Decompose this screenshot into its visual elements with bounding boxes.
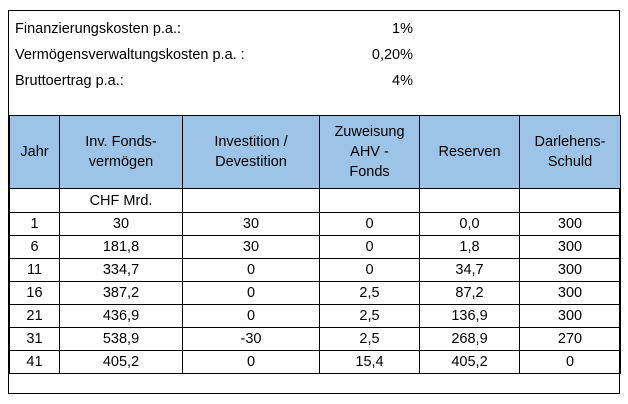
table-cell: 0,0 — [419, 212, 520, 236]
table-cell: 0 — [182, 258, 320, 282]
table-cell — [9, 188, 60, 213]
table-cell: 0 — [319, 235, 420, 259]
param-value: 1% — [392, 21, 413, 37]
table-cell: 268,9 — [419, 327, 520, 351]
table-cell: 41 — [9, 350, 60, 374]
table-cell: 31 — [9, 327, 60, 351]
header-loan-debt: Darlehens- Schuld — [519, 115, 621, 189]
table-row: 11 334,7 0 0 34,7 300 — [9, 258, 621, 282]
param-row-financing: Finanzierungskosten p.a.: 1% — [9, 17, 619, 43]
table-row: 21 436,9 0 2,5 136,9 300 — [9, 304, 621, 328]
table-cell — [419, 188, 520, 213]
table-cell: 2,5 — [319, 281, 420, 305]
unit-cell: CHF Mrd. — [59, 188, 183, 213]
spreadsheet-sheet: Finanzierungskosten p.a.: 1% Vermögensve… — [8, 10, 621, 394]
table-cell: 21 — [9, 304, 60, 328]
table-cell: 2,5 — [319, 327, 420, 351]
table-cell: 300 — [519, 235, 621, 259]
table-cell — [182, 188, 320, 213]
table-cell: 538,9 — [59, 327, 183, 351]
table-cell: 11 — [9, 258, 60, 282]
table-cell: 405,2 — [419, 350, 520, 374]
param-value: 4% — [392, 73, 413, 89]
table-cell: 16 — [9, 281, 60, 305]
table-cell: 30 — [182, 212, 320, 236]
table-cell: 0 — [319, 212, 420, 236]
table-row: 31 538,9 -30 2,5 268,9 270 — [9, 327, 621, 351]
table-cell: 0 — [519, 350, 621, 374]
table-cell — [319, 188, 420, 213]
param-label: Vermögensverwaltungskosten p.a. : — [15, 47, 245, 63]
table-cell: 300 — [519, 281, 621, 305]
param-label: Finanzierungskosten p.a.: — [15, 21, 182, 37]
table-cell: 436,9 — [59, 304, 183, 328]
table-cell: 1,8 — [419, 235, 520, 259]
table-row: 1 30 30 0 0,0 300 — [9, 212, 621, 236]
table-cell: 87,2 — [419, 281, 520, 305]
table-row: 6 181,8 30 0 1,8 300 — [9, 235, 621, 259]
table-cell: 387,2 — [59, 281, 183, 305]
table-cell: 300 — [519, 258, 621, 282]
header-fund-assets: Inv. Fonds- vermögen — [59, 115, 183, 189]
table-row: 16 387,2 0 2,5 87,2 300 — [9, 281, 621, 305]
table-cell: 30 — [182, 235, 320, 259]
table-cell: 136,9 — [419, 304, 520, 328]
param-value: 0,20% — [371, 47, 413, 63]
header-investment: Investition / Devestition — [182, 115, 320, 189]
table-cell: -30 — [182, 327, 320, 351]
table-cell: 0 — [319, 258, 420, 282]
param-row-gross-yield: Bruttoertrag p.a.: 4% — [9, 69, 619, 95]
header-year: Jahr — [9, 115, 60, 189]
parameter-block: Finanzierungskosten p.a.: 1% Vermögensve… — [9, 11, 619, 115]
table-cell: 6 — [9, 235, 60, 259]
table-row: 41 405,2 0 15,4 405,2 0 — [9, 350, 621, 374]
table-cell: 300 — [519, 212, 621, 236]
table-cell: 2,5 — [319, 304, 420, 328]
table-cell: 270 — [519, 327, 621, 351]
header-row: Jahr Inv. Fonds- vermögen Investition / … — [9, 115, 621, 189]
param-label: Bruttoertrag p.a.: — [15, 73, 124, 89]
table-cell: 300 — [519, 304, 621, 328]
unit-row: CHF Mrd. — [9, 188, 621, 213]
fund-projection-table: Jahr Inv. Fonds- vermögen Investition / … — [9, 115, 621, 374]
header-reserves: Reserven — [419, 115, 520, 189]
table-cell: 34,7 — [419, 258, 520, 282]
table-cell: 0 — [182, 304, 320, 328]
table-cell: 0 — [182, 281, 320, 305]
table-cell — [519, 188, 621, 213]
param-row-asset-management: Vermögensverwaltungskosten p.a. : 0,20% — [9, 43, 619, 69]
table-cell: 15,4 — [319, 350, 420, 374]
table-cell: 0 — [182, 350, 320, 374]
table-cell: 405,2 — [59, 350, 183, 374]
table-cell: 334,7 — [59, 258, 183, 282]
header-allocation: Zuweisung AHV - Fonds — [319, 115, 420, 189]
table-cell: 1 — [9, 212, 60, 236]
table-cell: 181,8 — [59, 235, 183, 259]
table-cell: 30 — [59, 212, 183, 236]
